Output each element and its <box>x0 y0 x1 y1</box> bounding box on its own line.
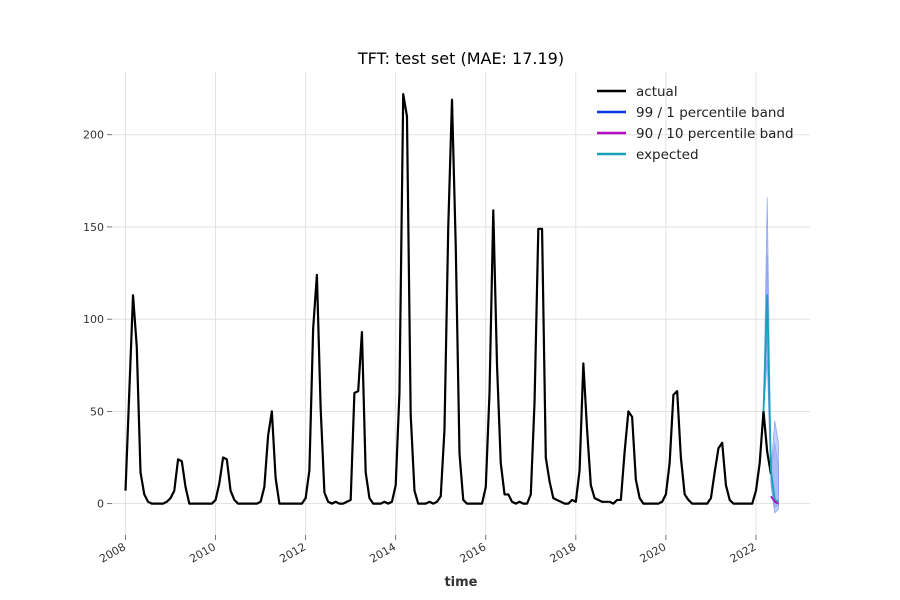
x-axis-ticks: 2008 2010 2012 2014 2016 2018 2020 2022 <box>97 535 758 566</box>
x-tick-label: 2018 <box>548 540 579 565</box>
y-tick-label: 0 <box>97 498 104 511</box>
legend-label-99-1-percentile-band: 99 / 1 percentile band <box>636 105 785 121</box>
x-tick-label: 2020 <box>638 540 669 565</box>
actual-series-line <box>124 93 773 505</box>
y-tick-label: 200 <box>83 129 104 142</box>
y-tick-label: 100 <box>83 313 104 326</box>
legend-label-90-10-percentile-band: 90 / 10 percentile band <box>636 126 794 142</box>
x-tick-label: 2014 <box>367 540 398 565</box>
legend-label-actual: actual <box>636 84 678 100</box>
grid <box>112 72 810 535</box>
chart-title: TFT: test set (MAE: 17.19) <box>357 49 564 68</box>
x-tick-label: 2008 <box>97 540 128 565</box>
expected-series-line <box>762 294 779 503</box>
x-tick-label: 2022 <box>728 540 759 565</box>
90-10-percentile-band-series-line <box>770 495 779 505</box>
x-tick-label: 2012 <box>277 540 308 565</box>
legend: actual 99 / 1 percentile band 90 / 10 perc… <box>597 84 794 163</box>
y-tick-label: 150 <box>83 221 104 234</box>
x-tick-label: 2010 <box>187 540 218 565</box>
y-axis-ticks: 0 50 100 150 200 <box>83 129 112 511</box>
x-tick-label: 2016 <box>458 540 489 565</box>
x-axis-label: time <box>444 575 477 590</box>
y-tick-label: 50 <box>90 405 104 418</box>
series-lines <box>124 93 779 505</box>
legend-label-expected: expected <box>636 147 699 163</box>
